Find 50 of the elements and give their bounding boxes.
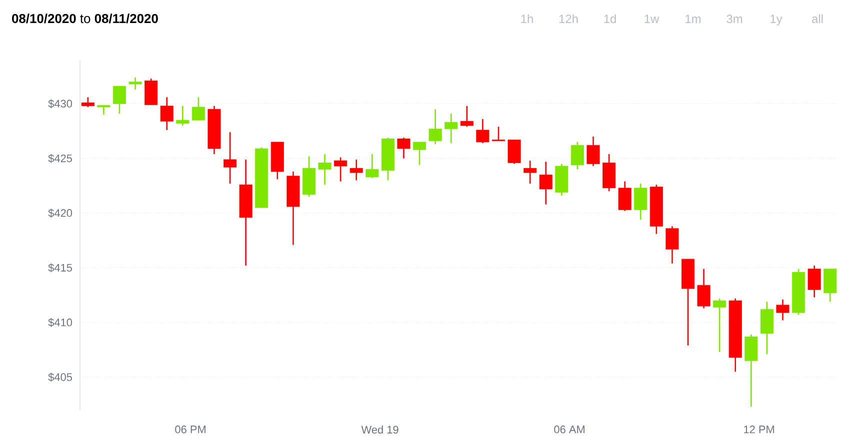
text: 1w xyxy=(644,14,660,23)
candlestick xyxy=(192,96,205,121)
text: 1h xyxy=(521,14,533,23)
candlestick xyxy=(570,141,584,170)
y-tick-label: $430 xyxy=(48,99,72,108)
text: 12h xyxy=(559,14,578,23)
y-tick-label: $410 xyxy=(48,318,72,327)
candlestick xyxy=(128,76,142,90)
text: 3m xyxy=(726,14,742,24)
candlestick xyxy=(444,112,458,144)
chart-title: 08/10/2020 to 08/11/2020 xyxy=(12,14,158,24)
candlestick xyxy=(160,96,174,131)
candlestick xyxy=(224,132,237,184)
candlestick xyxy=(539,161,552,206)
text: 1m xyxy=(686,14,701,23)
x-tick-label: Wed 19 xyxy=(361,426,398,434)
x-tick-label: 12 PM xyxy=(744,426,774,434)
candlestick xyxy=(618,180,632,212)
candlestick xyxy=(586,136,600,167)
candlestick xyxy=(808,264,821,298)
candlestick xyxy=(176,105,190,126)
candlestick xyxy=(460,105,474,128)
candlestick xyxy=(634,182,648,220)
candlestick xyxy=(666,226,679,264)
candlestick xyxy=(713,298,726,353)
candlestick xyxy=(697,268,710,309)
candlestick xyxy=(318,153,332,186)
candlestick xyxy=(776,298,790,321)
candlestick xyxy=(524,160,537,184)
candlestick xyxy=(366,153,379,179)
candlestick xyxy=(413,141,426,166)
candlestick xyxy=(112,86,126,114)
text: 1d xyxy=(604,14,616,24)
candlestick xyxy=(350,158,363,181)
text: all xyxy=(812,14,823,24)
y-tick-label: $415 xyxy=(48,263,72,272)
candlestick xyxy=(492,126,505,142)
y-tick-label: $405 xyxy=(48,372,72,382)
candlestick xyxy=(97,104,110,116)
y-tick-label: $425 xyxy=(48,154,72,163)
x-tick-label: 06 PM xyxy=(175,426,206,434)
candlestick xyxy=(397,137,410,160)
text: 1y xyxy=(770,14,782,26)
candlestick xyxy=(81,96,94,108)
candlestick xyxy=(428,108,442,145)
x-tick-label: 06 AM xyxy=(554,426,584,434)
y-tick-label: $420 xyxy=(48,208,72,218)
candlestick xyxy=(334,156,348,182)
candlestick xyxy=(476,118,490,144)
candlestick xyxy=(508,139,521,165)
